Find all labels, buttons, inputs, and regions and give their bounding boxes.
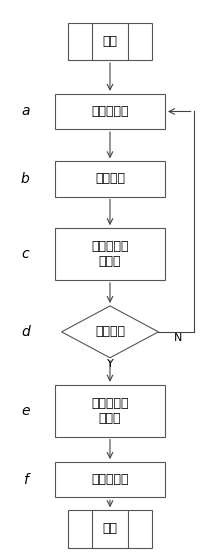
Text: d: d [21, 325, 30, 339]
Text: 调用远程历
史数据: 调用远程历 史数据 [91, 240, 129, 268]
Text: 调整光强度: 调整光强度 [91, 473, 129, 486]
Text: e: e [21, 404, 29, 418]
FancyBboxPatch shape [55, 228, 165, 280]
Text: c: c [22, 247, 29, 261]
FancyBboxPatch shape [55, 462, 165, 497]
Text: N: N [174, 333, 182, 343]
Text: b: b [21, 172, 30, 186]
Text: 核对数据: 核对数据 [95, 325, 125, 338]
FancyBboxPatch shape [68, 510, 152, 548]
Polygon shape [62, 306, 158, 358]
FancyBboxPatch shape [68, 23, 152, 60]
FancyBboxPatch shape [55, 161, 165, 197]
Text: 分析数据: 分析数据 [95, 172, 125, 185]
Text: 产生调光控
制信号: 产生调光控 制信号 [91, 396, 129, 424]
Text: 开始: 开始 [103, 35, 117, 48]
Text: a: a [21, 105, 29, 119]
Text: f: f [23, 473, 28, 487]
Text: 采集光强度: 采集光强度 [91, 105, 129, 118]
FancyBboxPatch shape [55, 94, 165, 129]
Text: 结束: 结束 [103, 522, 117, 535]
Text: Y: Y [107, 359, 113, 369]
FancyBboxPatch shape [55, 385, 165, 437]
